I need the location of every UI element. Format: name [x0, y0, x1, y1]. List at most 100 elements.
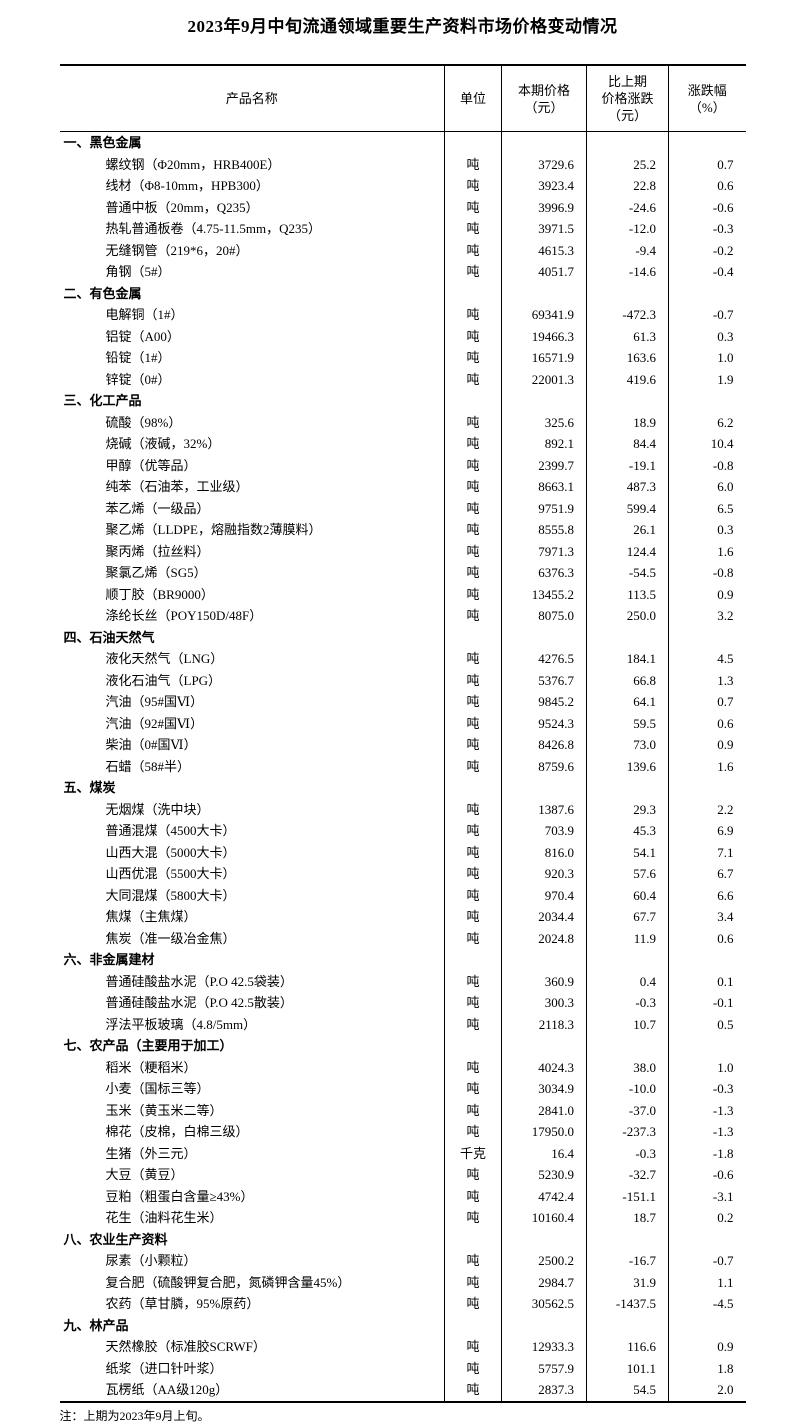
product-name: 普通中板（20mm，Q235）	[105, 199, 259, 215]
product-unit	[444, 949, 502, 971]
table-row: 瓦楞纸（AA级120g）吨 2837.3 54.5 2.0	[59, 1379, 746, 1403]
table-row: 大豆（黄豆） 吨 5230.9 -32.7 -0.6	[60, 1164, 746, 1186]
product-name: 焦炭（准一级冶金焦）	[105, 930, 236, 946]
product-name: 锌锭（0#）	[105, 371, 171, 387]
product-percent-change: -0.8	[668, 454, 746, 476]
column-header-change-unit: （元）	[607, 108, 647, 123]
product-unit: 吨	[444, 863, 502, 885]
product-current-price	[501, 282, 587, 304]
product-price-change: 124.4	[586, 540, 669, 562]
table-row: 液化石油气（LPG） 吨 5376.7 66.8 1.3	[60, 669, 746, 691]
product-name: 甲醇（优等品）	[105, 457, 197, 473]
product-unit: 吨	[444, 992, 502, 1014]
table-header: 产品名称 单位 本期价格 （元） 比上期 价格涨跌 （元）	[59, 64, 746, 132]
product-unit: 吨	[444, 1250, 502, 1272]
product-price-change: 45.3	[586, 820, 669, 842]
table-row: 普通硅酸盐水泥（P.O 42.5散装） 吨 300.3 -0.3 -0.1	[60, 992, 746, 1014]
product-price-change: 139.6	[586, 755, 669, 777]
table-row: 涤纶长丝（POY150D/48F） 吨 8075.0 250.0 3.2	[60, 605, 746, 627]
product-name: 普通硅酸盐水泥（P.O 42.5散装）	[105, 995, 293, 1010]
product-price-change: -16.7	[586, 1250, 669, 1272]
product-percent-change: 10.4	[668, 433, 746, 455]
product-name: 普通硅酸盐水泥（P.O 42.5袋装）	[105, 973, 293, 989]
table-row: 普通硅酸盐水泥（P.O 42.5袋装） 吨 360.9 0.4 0.1	[60, 970, 746, 992]
product-percent-change: -0.7	[668, 1250, 746, 1272]
product-unit: 吨	[444, 1379, 502, 1403]
product-current-price: 6376.3	[501, 562, 587, 584]
table-row: 复合肥（硫酸钾复合肥，氮磷钾含量45%） 吨 2984.7 31.9 1.1	[60, 1271, 746, 1293]
column-header-product-name: 产品名称	[59, 64, 445, 132]
product-price-change	[586, 1228, 669, 1250]
product-percent-change: 0.1	[668, 970, 746, 992]
product-name: 棉花（皮棉，白棉三级）	[105, 1124, 249, 1139]
product-current-price: 3034.9	[501, 1078, 587, 1100]
product-current-price: 22001.3	[501, 368, 587, 390]
section-label: 五、煤炭	[63, 780, 116, 795]
product-price-change: 29.3	[586, 798, 669, 820]
table-row: 电解铜（1#） 吨 69341.9 -472.3 -0.7	[60, 304, 746, 326]
table-row: 顺丁胶（BR9000） 吨 13455.2 113.5 0.9	[60, 583, 746, 605]
product-percent-change: 1.0	[668, 347, 746, 369]
product-price-change: -472.3	[586, 304, 669, 326]
product-percent-change	[668, 1035, 746, 1057]
product-percent-change: 1.0	[668, 1056, 746, 1078]
product-name: 石蜡（58#半）	[105, 758, 191, 774]
product-name: 大同混煤（5800大卡）	[105, 887, 236, 903]
product-unit: 吨	[444, 648, 502, 670]
document-page: 2023年9月中旬流通领域重要生产资料市场价格变动情况 产品名称 单位 本期价格…	[59, 17, 746, 1423]
table-section-row: 八、农业生产资料	[60, 1228, 746, 1250]
product-percent-change: 0.7	[668, 691, 746, 713]
product-unit: 吨	[444, 906, 502, 928]
product-current-price: 2500.2	[501, 1250, 587, 1272]
product-price-change: 61.3	[586, 325, 669, 347]
product-percent-change: 1.9	[668, 368, 746, 390]
product-unit: 吨	[444, 261, 502, 283]
product-price-change: 116.6	[586, 1336, 669, 1358]
product-current-price: 2837.3	[501, 1379, 587, 1403]
product-current-price: 69341.9	[501, 304, 587, 326]
product-percent-change: -0.8	[668, 562, 746, 584]
product-price-change	[586, 1314, 669, 1336]
product-percent-change: 6.0	[668, 476, 746, 498]
product-name: 线材（Φ8-10mm，HPB300）	[105, 178, 269, 193]
product-percent-change	[668, 1228, 746, 1250]
table-row: 热轧普通板卷（4.75-11.5mm，Q235） 吨 3971.5 -12.0 -0.3	[60, 218, 746, 240]
product-price-change: -32.7	[586, 1164, 669, 1186]
product-price-change: -237.3	[586, 1121, 669, 1143]
product-current-price: 920.3	[501, 863, 587, 885]
table-section-row: 五、煤炭	[60, 777, 746, 799]
product-price-change: -19.1	[586, 454, 669, 476]
table-row: 线材（Φ8-10mm，HPB300） 吨 3923.4 22.8 0.6	[60, 175, 746, 197]
product-percent-change: 1.6	[668, 755, 746, 777]
product-percent-change: 0.7	[668, 153, 746, 175]
product-unit: 吨	[444, 927, 502, 949]
column-header-percent: 涨跌幅 （%）	[668, 64, 746, 132]
product-current-price	[501, 1314, 587, 1336]
product-price-change: -24.6	[586, 196, 669, 218]
product-current-price: 2984.7	[501, 1271, 587, 1293]
product-current-price	[501, 1035, 587, 1057]
product-price-change	[586, 626, 669, 648]
product-current-price: 3923.4	[501, 175, 587, 197]
product-unit: 吨	[444, 454, 502, 476]
product-price-change: 84.4	[586, 433, 669, 455]
product-percent-change: 4.5	[668, 648, 746, 670]
product-name: 生猪（外三元）	[105, 1145, 197, 1161]
product-unit: 吨	[444, 1207, 502, 1229]
product-current-price: 3971.5	[501, 218, 587, 240]
product-percent-change: 1.8	[668, 1357, 746, 1379]
product-percent-change: 7.1	[668, 841, 746, 863]
table-row: 螺纹钢（Φ20mm，HRB400E） 吨 3729.6 25.2 0.7	[60, 153, 746, 175]
product-current-price: 8663.1	[501, 476, 587, 498]
product-percent-change: -0.4	[668, 261, 746, 283]
section-label: 三、化工产品	[63, 393, 142, 408]
product-price-change: 11.9	[586, 927, 669, 949]
product-price-change: 250.0	[586, 605, 669, 627]
product-percent-change: 0.9	[668, 583, 746, 605]
product-price-change: -151.1	[586, 1185, 669, 1207]
product-current-price: 300.3	[501, 992, 587, 1014]
product-percent-change	[668, 390, 746, 412]
table-row: 甲醇（优等品） 吨 2399.7 -19.1 -0.8	[60, 454, 746, 476]
product-percent-change: 0.6	[668, 175, 746, 197]
product-price-change: 64.1	[586, 691, 669, 713]
